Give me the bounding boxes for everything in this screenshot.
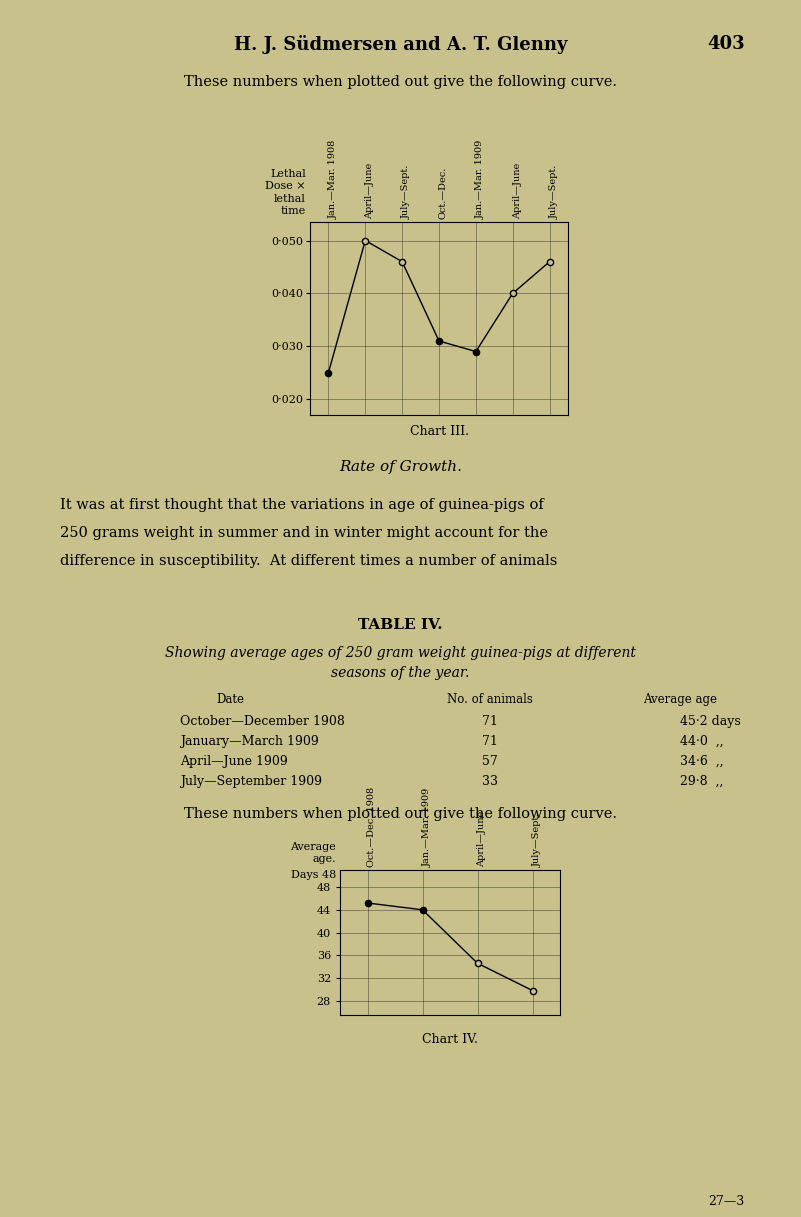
Text: July—Sept.: July—Sept. [549,164,558,219]
Text: July—Sept.: July—Sept. [533,813,541,868]
Text: 403: 403 [707,35,745,54]
Text: Rate of Growth.: Rate of Growth. [339,460,462,473]
Text: Jan.—Mar. 1909: Jan.—Mar. 1909 [422,787,432,868]
Text: TABLE IV.: TABLE IV. [358,618,443,632]
Text: difference in susceptibility.  At different times a number of animals: difference in susceptibility. At differe… [60,554,557,568]
Text: 29·8  ,,: 29·8 ,, [680,775,723,787]
Text: Jan.—Mar. 1908: Jan.—Mar. 1908 [328,140,337,219]
Text: Oct.—Dec. 1908: Oct.—Dec. 1908 [368,787,376,868]
Text: These numbers when plotted out give the following curve.: These numbers when plotted out give the … [184,807,617,821]
Text: July—Sept.: July—Sept. [402,164,411,219]
Text: H. J. Südmersen and A. T. Glenny: H. J. Südmersen and A. T. Glenny [234,35,567,54]
Text: 250 grams weight in summer and in winter might account for the: 250 grams weight in summer and in winter… [60,526,548,540]
Text: April—June 1909: April—June 1909 [180,755,288,768]
Text: 45·2 days: 45·2 days [680,716,741,728]
Text: 33: 33 [482,775,498,787]
Text: Showing average ages of 250 gram weight guinea-pigs at different: Showing average ages of 250 gram weight … [165,646,636,660]
Text: April—June: April—June [513,163,521,219]
Text: It was at first thought that the variations in age of guinea-pigs of: It was at first thought that the variati… [60,498,544,512]
Text: April—June: April—June [365,163,374,219]
Text: 34·6  ,,: 34·6 ,, [680,755,723,768]
Text: January—March 1909: January—March 1909 [180,735,319,748]
Text: These numbers when plotted out give the following curve.: These numbers when plotted out give the … [184,75,617,89]
Text: Chart III.: Chart III. [409,425,469,438]
Text: 71: 71 [482,716,498,728]
Text: Lethal
Dose ×
lethal
time: Lethal Dose × lethal time [265,169,306,215]
Text: 44·0  ,,: 44·0 ,, [680,735,723,748]
Text: Oct.—Dec.: Oct.—Dec. [439,167,448,219]
Text: 27—3: 27—3 [709,1195,745,1208]
Text: Average
age.: Average age. [290,841,336,864]
Text: Jan.—Mar. 1909: Jan.—Mar. 1909 [476,140,485,219]
Text: seasons of the year.: seasons of the year. [332,666,469,680]
Text: No. of animals: No. of animals [447,692,533,706]
Text: 71: 71 [482,735,498,748]
Text: Date: Date [216,692,244,706]
Text: Average age: Average age [643,692,717,706]
Text: October—December 1908: October—December 1908 [180,716,345,728]
Text: Chart IV.: Chart IV. [422,1033,478,1047]
Text: 57: 57 [482,755,498,768]
Text: Days 48: Days 48 [291,870,336,880]
Text: July—September 1909: July—September 1909 [180,775,322,787]
Text: April—June: April—June [477,811,486,868]
